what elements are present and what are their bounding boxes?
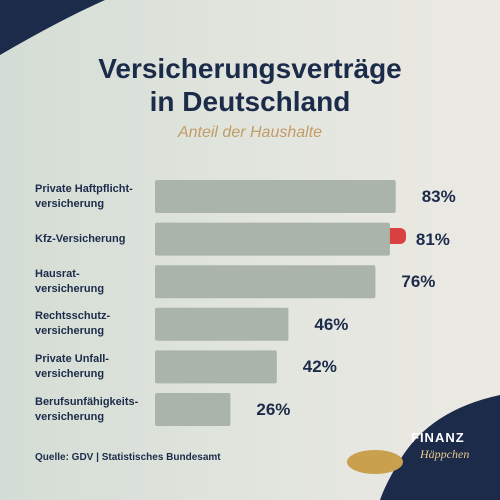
category-label: Hausrat- versicherung	[35, 267, 105, 295]
category-label: Kfz-Versicherung	[35, 232, 126, 245]
logo-text: FINANZ	[411, 430, 465, 445]
chart-title: Versicherungsverträge in Deutschland	[98, 53, 402, 117]
value-label: 26%	[256, 400, 291, 419]
bar	[155, 307, 289, 341]
source: Quelle: GDV | Statistisches Bundesamt	[35, 452, 221, 463]
value-label: 81%	[415, 229, 450, 249]
bar	[155, 350, 277, 384]
bar	[155, 180, 396, 213]
value-label: 42%	[302, 357, 337, 377]
logo-bowl	[347, 450, 403, 474]
category-label: Private Unfall- versicherung	[35, 352, 109, 380]
bar	[155, 265, 376, 299]
value-label: 46%	[314, 314, 349, 334]
logo-shape	[380, 395, 500, 500]
category-label: Berufsunfähigkeits- versicherung	[35, 395, 139, 423]
category-label: Private Haftpflicht- versicherung	[35, 182, 133, 210]
corner-shape	[0, 0, 105, 55]
bar	[155, 393, 231, 426]
logo-text: Häppchen	[420, 447, 470, 461]
bar	[155, 222, 390, 256]
value-label: 83%	[421, 187, 456, 206]
category-label: Rechtsschutz- versicherung	[35, 310, 111, 338]
chart-subtitle: Anteil der Haushalte	[177, 124, 323, 141]
value-label: 76%	[401, 272, 436, 292]
